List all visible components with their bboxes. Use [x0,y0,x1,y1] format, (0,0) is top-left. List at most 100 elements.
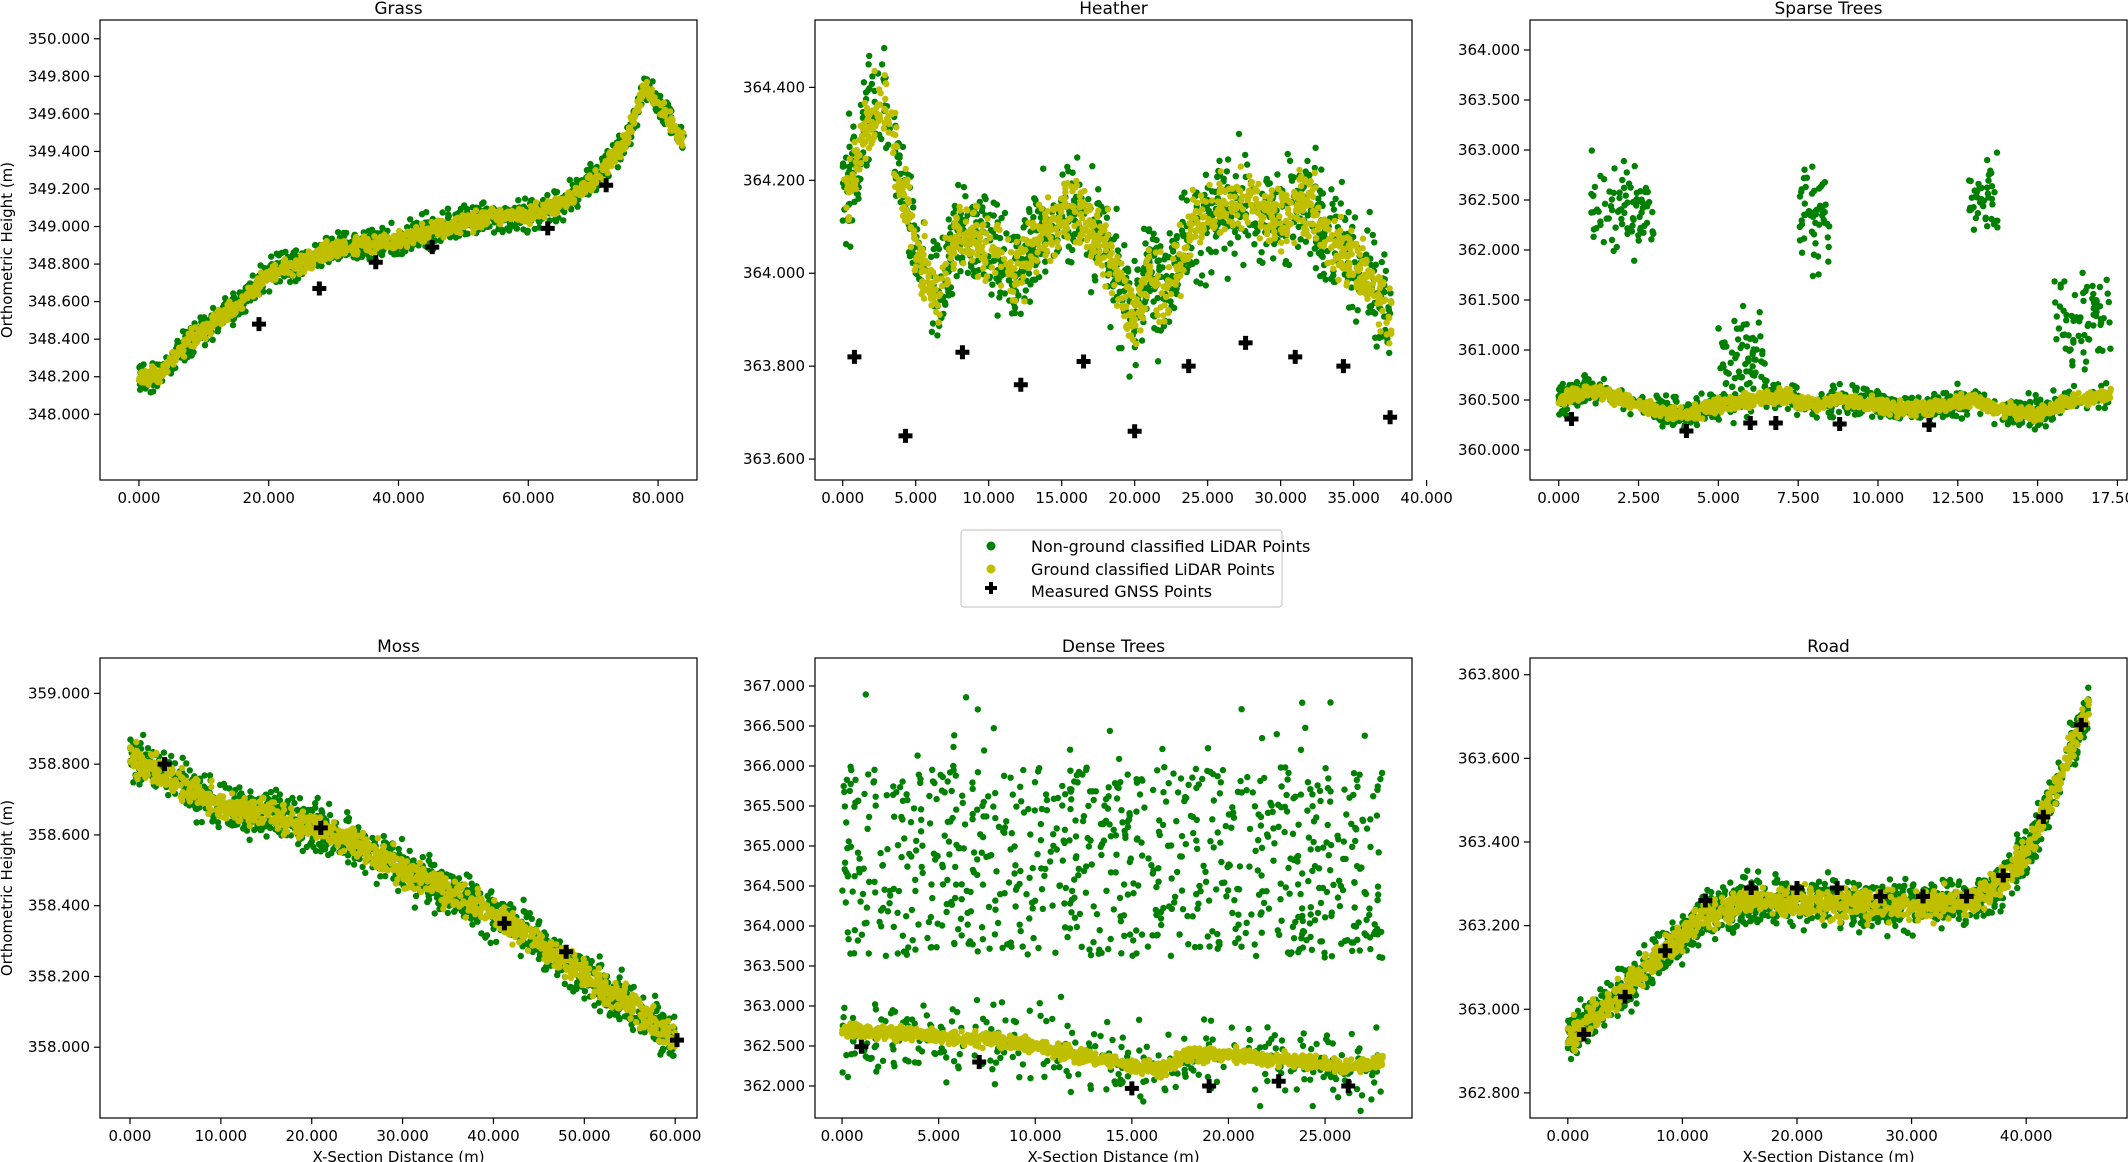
ground-point [347,246,354,253]
nonground-point [1993,149,2001,156]
ground-point [1001,256,1008,263]
nonground-point [1756,309,1763,316]
subplot-heather: 0.000 5.000 10.000 15.000 20.000 25.000 30.000… [743,0,1453,507]
ground-point [1386,340,1393,347]
ground-point [1311,169,1319,177]
nonground-point [1178,194,1186,201]
nonground-point [1763,377,1770,384]
nonground-point [1366,208,1373,216]
x-tick-label: 10.000 [962,489,1015,507]
nonground-point [997,289,1004,296]
y-tick-label: 348.800 [28,255,90,273]
nonground-point [1103,214,1111,221]
ground-point [939,264,946,271]
nonground-point [249,272,256,279]
ground-point [1249,208,1256,215]
nonground-point [587,160,594,168]
nonground-point [1089,163,1096,170]
nonground-point [1208,269,1215,276]
nonground-point [934,332,941,339]
nonground-point [2032,391,2039,399]
nonground-point [964,269,972,277]
nonground-point [1094,200,1101,207]
ground-point [974,246,981,253]
ground-point [1359,245,1366,252]
ground-point [919,279,927,287]
ground-point [592,166,599,174]
ground-point [889,130,897,138]
ground-point [1104,206,1112,213]
ground-point [668,127,675,134]
nonground-point [1311,164,1319,172]
nonground-point [1590,192,1597,199]
ground-point [920,295,928,302]
ground-point [1099,271,1107,278]
ground-point [1146,264,1153,272]
nonground-point [839,163,847,170]
nonground-point [515,197,522,204]
ground-point [1121,277,1128,284]
nonground-point [1989,201,1996,208]
ground-point [1067,215,1074,222]
ground-point [1127,332,1135,339]
nonground-point [568,206,575,213]
ground-point [1336,242,1344,249]
ground-point [187,342,195,350]
nonground-point [1731,375,1739,382]
nonground-point [846,143,853,150]
ground-point [1077,211,1085,218]
nonground-point [1202,282,1210,289]
ground-point [1075,219,1083,227]
ground-point [1162,293,1170,301]
ground-point [1339,264,1346,271]
ground-point [590,184,597,191]
ground-point [1229,222,1237,229]
nonground-point [1322,276,1329,283]
nonground-point [439,209,446,216]
ground-point [573,187,581,195]
nonground-point [257,262,264,269]
ground-point [989,243,997,251]
ground-point [1169,255,1177,263]
ground-point [1121,313,1128,320]
ground-point [1013,249,1021,257]
nonground-point [1381,251,1388,258]
nonground-point [1042,268,1049,275]
ground-point [195,331,202,338]
point-cloud [839,44,1398,443]
nonground-point [860,79,868,86]
ground-point [403,238,410,246]
ground-point [303,259,310,267]
ground-point [601,166,608,173]
nonground-point [979,204,986,211]
nonground-point [268,253,275,260]
nonground-point [1030,214,1037,221]
nonground-point [2052,299,2059,306]
ground-point [439,222,446,229]
ground-point [901,217,909,224]
y-tick-label: 363.600 [743,450,805,468]
ground-point [983,273,991,280]
ground-point [1029,219,1037,227]
nonground-point [1616,189,1623,196]
nonground-point [993,201,1001,208]
ground-point [1167,278,1174,285]
ground-point [1173,242,1180,250]
ground-point [1216,229,1224,236]
nonground-point [1304,212,1312,219]
nonground-point [1620,157,1628,165]
nonground-point [1352,318,1360,325]
ground-point [973,222,980,229]
ground-point [136,374,143,382]
y-tick-label: 349.800 [28,67,90,85]
ground-point [1154,312,1161,319]
ground-point [984,215,991,222]
ground-point [1202,198,1210,205]
ground-point [1277,239,1285,246]
ground-point [1029,241,1036,248]
nonground-point [1386,349,1393,357]
ground-point [853,149,861,157]
nonground-point [1207,248,1215,256]
ground-point [1353,284,1361,291]
ground-point [1280,224,1287,232]
